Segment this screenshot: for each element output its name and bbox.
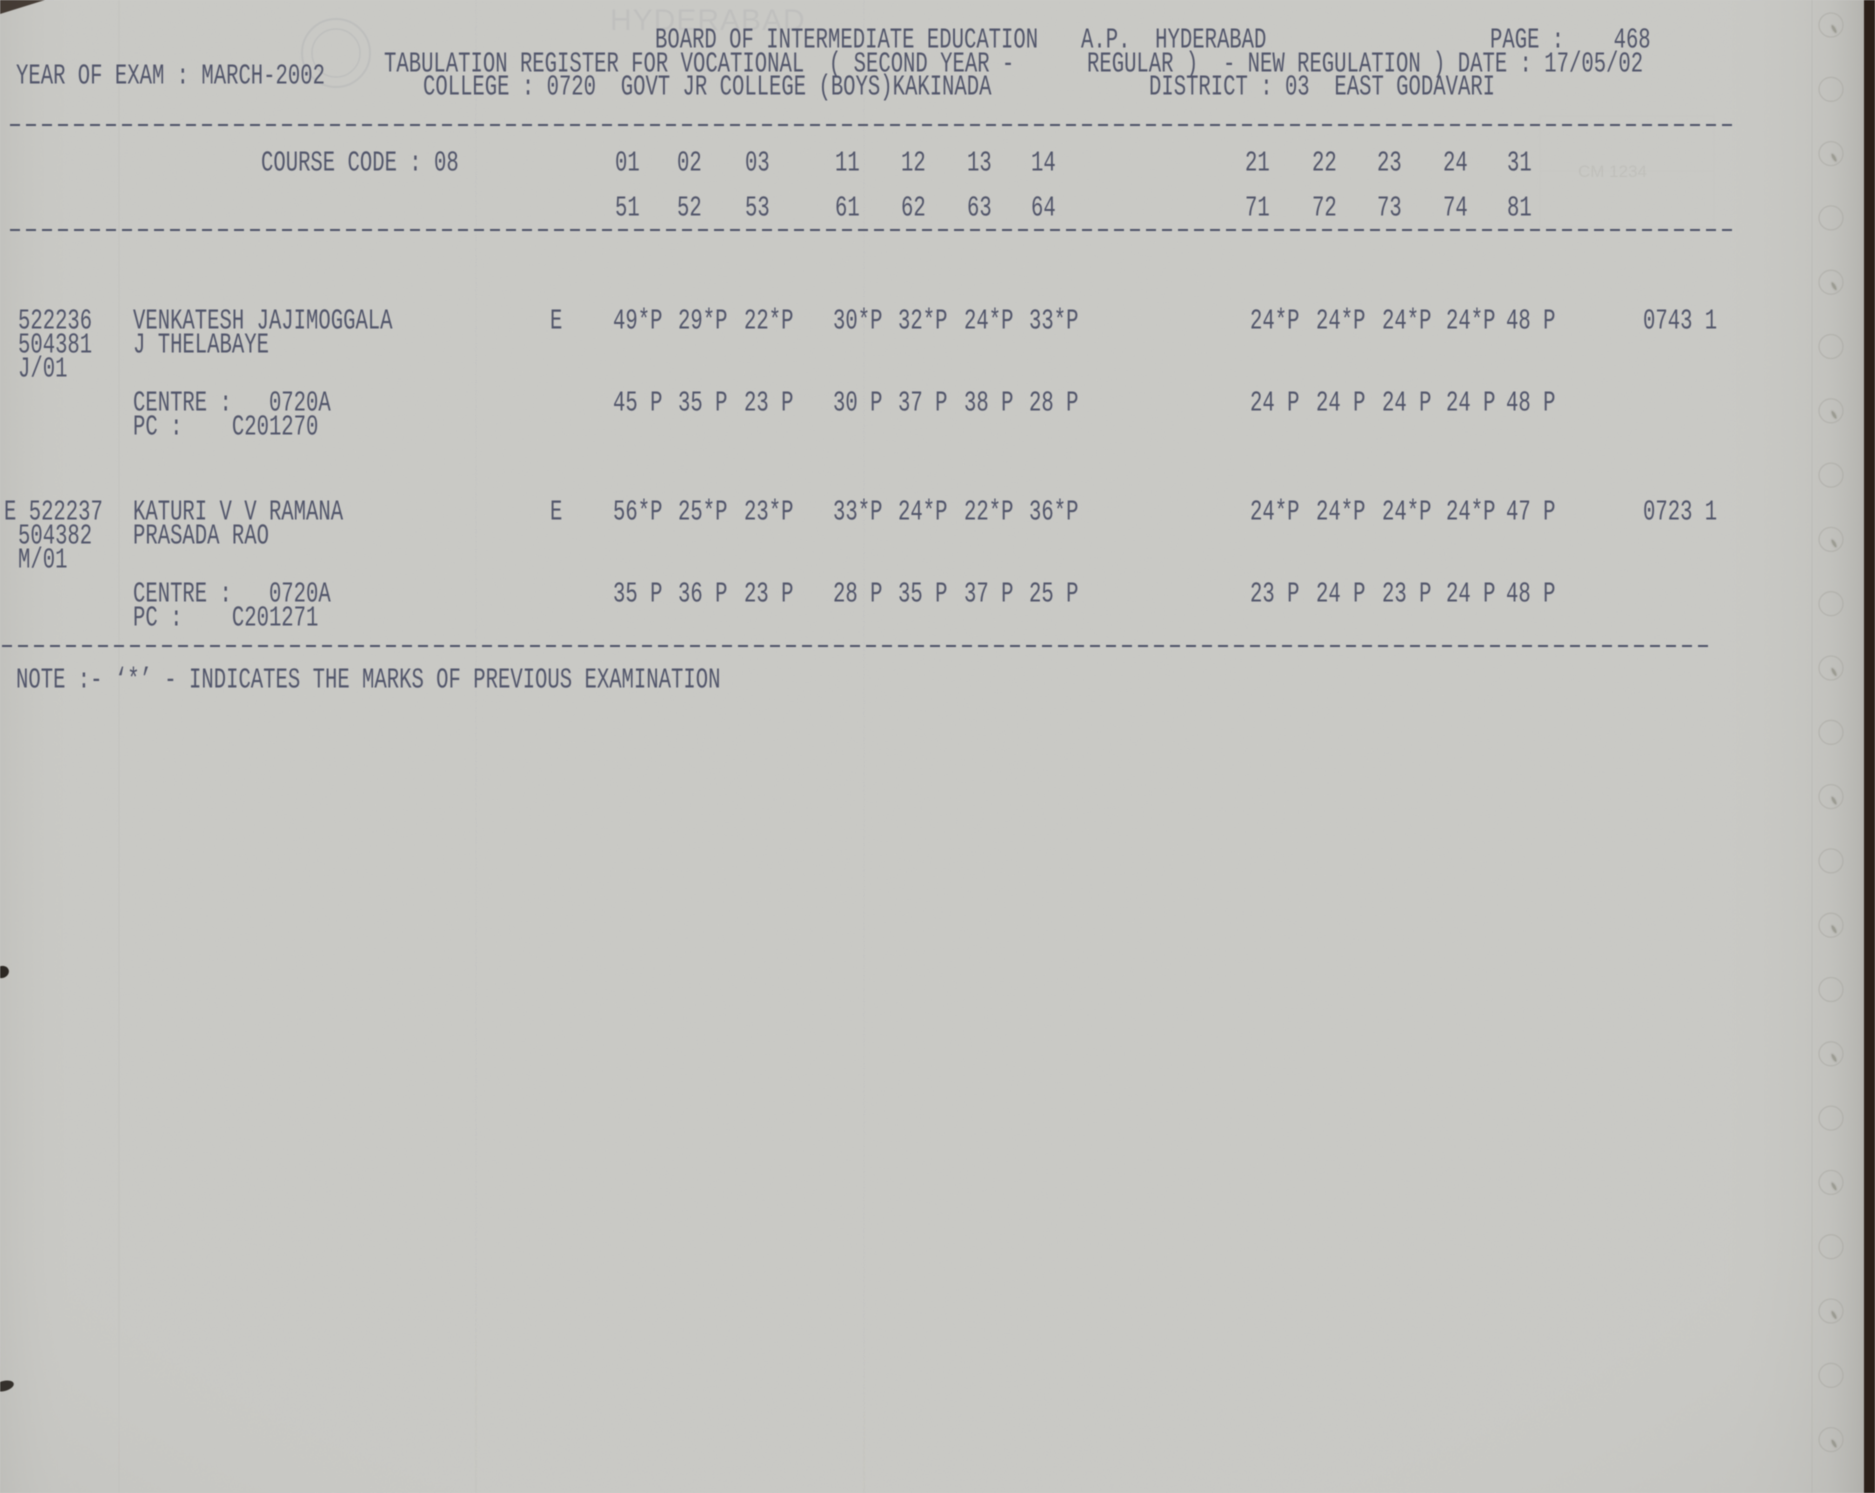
- svg-text:CM 1234: CM 1234: [1578, 162, 1647, 181]
